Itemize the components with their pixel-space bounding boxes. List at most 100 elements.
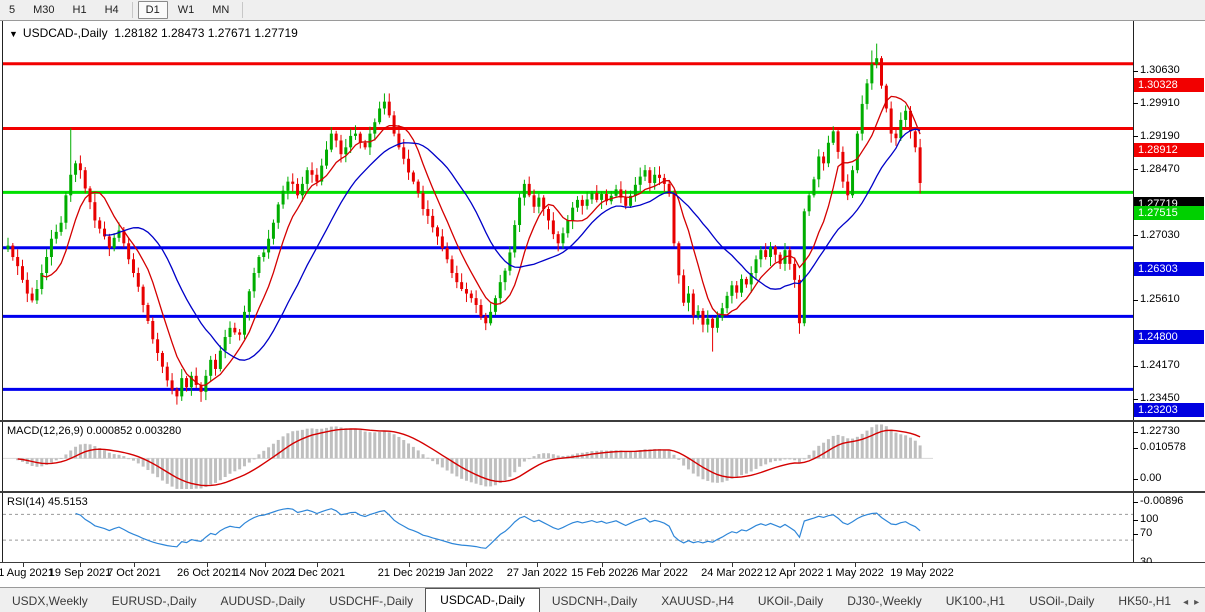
date-axis-label: 24 Mar 2022: [701, 567, 763, 579]
date-tick-mark: [80, 563, 81, 567]
price-axis-label: 0.010578: [1140, 441, 1186, 453]
axis-tick-mark: [1133, 447, 1138, 449]
chart-title: ▼ USDCAD-,Daily 1.28182 1.28473 1.27671 1…: [9, 26, 298, 40]
price-level-badge: 1.30328: [1134, 77, 1204, 92]
date-axis-label: 26 Oct 2021: [177, 567, 237, 579]
symbol-tab-hk50[interactable]: HK50-,H1: [1118, 594, 1172, 608]
axis-tick-mark: [1133, 478, 1138, 480]
chart-window: ▼ USDCAD-,Daily 1.28182 1.28473 1.27671 1…: [0, 21, 1205, 586]
date-axis-label: 27 Jan 2022: [506, 567, 568, 579]
timeframe-button-mn[interactable]: MN: [212, 4, 230, 16]
symbol-tab-usdchf[interactable]: USDCHF-,Daily: [329, 594, 414, 608]
price-axis-label: 1.23450: [1140, 392, 1180, 405]
symbol-tab-ukoil[interactable]: UKOil-,Daily: [757, 594, 824, 608]
timeframe-button-w1[interactable]: W1: [177, 4, 195, 16]
date-axis-label: 7 Oct 2021: [107, 567, 161, 579]
axis-tick-mark: [1133, 169, 1138, 171]
price-level-badge: 1.26303: [1134, 261, 1204, 276]
symbol-tab-eurusd[interactable]: EURUSD-,Daily: [111, 594, 197, 608]
date-axis-label: 19 May 2022: [890, 567, 954, 579]
pane-separator[interactable]: [0, 420, 1205, 422]
axis-tick-mark: [1133, 519, 1138, 521]
rsi-indicator-label: RSI(14) 45.5153: [7, 496, 88, 508]
symbol-tab-bar: USDX,Weekly EURUSD-,Daily AUDUSD-,Daily USD…: [0, 587, 1205, 612]
symbol-tab-usdx[interactable]: USDX,Weekly: [12, 594, 88, 608]
axis-tick-mark: [1133, 103, 1138, 105]
date-tick-mark: [466, 563, 467, 567]
date-tick-mark: [732, 563, 733, 567]
chart-symbol-label: USDCAD-,Daily: [22, 26, 108, 40]
date-tick-mark: [660, 563, 661, 567]
macd-pane[interactable]: [3, 423, 1133, 490]
axis-tick-mark: [1133, 365, 1138, 367]
timeframe-button-d1[interactable]: D1: [137, 1, 168, 19]
date-tick-mark: [922, 563, 923, 567]
tabs-scroll-left-icon[interactable]: ◂: [1183, 597, 1189, 608]
symbol-dropdown-icon[interactable]: ▼: [9, 29, 18, 39]
price-axis-label: 1.30630: [1140, 64, 1180, 76]
timeframe-button-h4[interactable]: H4: [104, 4, 119, 16]
price-level-badge: 1.24800: [1134, 330, 1204, 345]
date-tick-mark: [23, 563, 24, 567]
axis-tick-mark: [1133, 533, 1138, 535]
date-tick-mark: [317, 563, 318, 567]
timeframe-button-5[interactable]: 5: [9, 4, 16, 16]
date-axis-label: 6 Mar 2022: [632, 567, 688, 579]
price-axis-label: 1.22730: [1140, 425, 1180, 437]
date-tick-mark: [265, 563, 266, 567]
symbol-tab-uk100[interactable]: UK100-,H1: [945, 594, 1006, 608]
tab-scroll-controls: ◂ ▸: [1183, 597, 1205, 612]
axis-tick-mark: [1133, 501, 1138, 503]
price-axis-label: 100: [1140, 513, 1159, 525]
axis-tick-mark: [1133, 299, 1138, 301]
date-tick-mark: [537, 563, 538, 567]
price-axis-label: 1.27030: [1140, 228, 1180, 241]
timeframe-toolbar: 5 M30 H1 H4 D1 W1 MN: [0, 0, 1205, 21]
axis-tick-mark: [1133, 398, 1138, 400]
date-axis-label: 21 Dec 2021: [377, 567, 441, 579]
pane-separator[interactable]: [0, 491, 1205, 493]
symbol-tab-usoil[interactable]: USOil-,Daily: [1029, 594, 1095, 608]
price-axis-label: 0.00: [1140, 472, 1162, 484]
price-chart-pane[interactable]: [3, 21, 1133, 420]
date-axis-label: 19 Sep 2021: [48, 567, 112, 579]
symbol-tab-dj30[interactable]: DJ30-,Weekly: [847, 594, 922, 608]
price-axis-label: 1.29910: [1140, 96, 1180, 109]
symbol-tab-xauusd[interactable]: XAUUSD-,H4: [661, 594, 734, 608]
date-axis-label: 14 Nov 2021: [233, 567, 297, 579]
price-axis-label: 70: [1140, 527, 1153, 539]
date-tick-mark: [602, 563, 603, 567]
axis-tick-mark: [1133, 235, 1138, 236]
price-axis-label: 1.25610: [1140, 293, 1180, 306]
toolbar-divider: [242, 2, 244, 18]
macd-indicator-label: MACD(12,26,9) 0.000852 0.003280: [7, 425, 182, 437]
date-axis-label: 31 Aug 2021: [0, 567, 54, 579]
axis-separator-line: [1133, 21, 1134, 584]
axis-tick-mark: [1133, 136, 1138, 138]
chart-ohlc-values: 1.28182 1.28473 1.27671 1.27719: [114, 26, 298, 40]
date-axis-label: 15 Feb 2022: [571, 567, 633, 579]
date-tick-mark: [134, 563, 135, 567]
symbol-tab-usdcad[interactable]: USDCAD-,Daily: [425, 588, 540, 612]
price-axis-label: 1.24170: [1140, 359, 1180, 372]
price-level-badge: 1.28912: [1134, 142, 1204, 157]
symbol-tab-audusd[interactable]: AUDUSD-,Daily: [220, 594, 306, 608]
date-tick-mark: [207, 563, 208, 567]
axis-tick-mark: [1133, 431, 1138, 433]
tabs-scroll-right-icon[interactable]: ▸: [1194, 597, 1200, 608]
timeframe-button-m30[interactable]: M30: [33, 4, 55, 16]
date-tick-mark: [409, 563, 410, 567]
price-axis-label: -0.00896: [1140, 495, 1184, 507]
date-tick-mark: [855, 563, 856, 567]
timeframe-button-h1[interactable]: H1: [72, 4, 87, 16]
toolbar-divider: [131, 2, 133, 18]
rsi-pane[interactable]: [3, 494, 1133, 562]
date-axis-label: 9 Jan 2022: [438, 567, 494, 579]
chart-left-border: [2, 21, 3, 584]
price-axis-label: 1.28470: [1140, 162, 1180, 175]
axis-tick-mark: [1133, 70, 1138, 72]
price-axis-label: 1.29190: [1140, 129, 1180, 142]
symbol-tab-usdcnh[interactable]: USDCNH-,Daily: [551, 594, 638, 608]
